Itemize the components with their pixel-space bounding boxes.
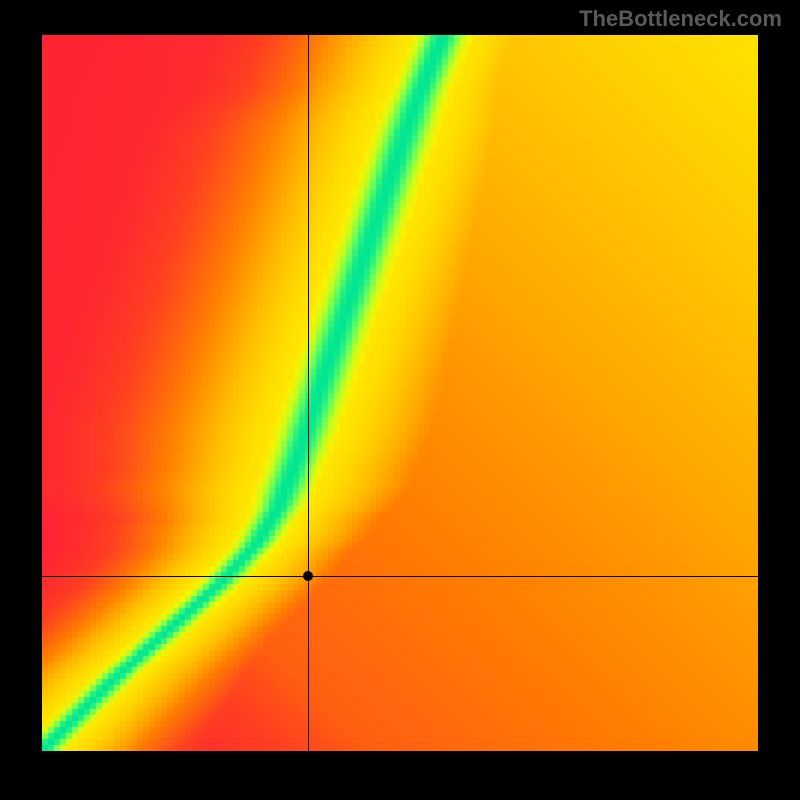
crosshair-vertical	[308, 35, 309, 751]
heatmap-canvas	[42, 35, 758, 751]
crosshair-horizontal	[42, 576, 758, 577]
crosshair-marker	[303, 571, 313, 581]
heatmap-plot	[42, 35, 758, 751]
watermark-text: TheBottleneck.com	[579, 6, 782, 32]
